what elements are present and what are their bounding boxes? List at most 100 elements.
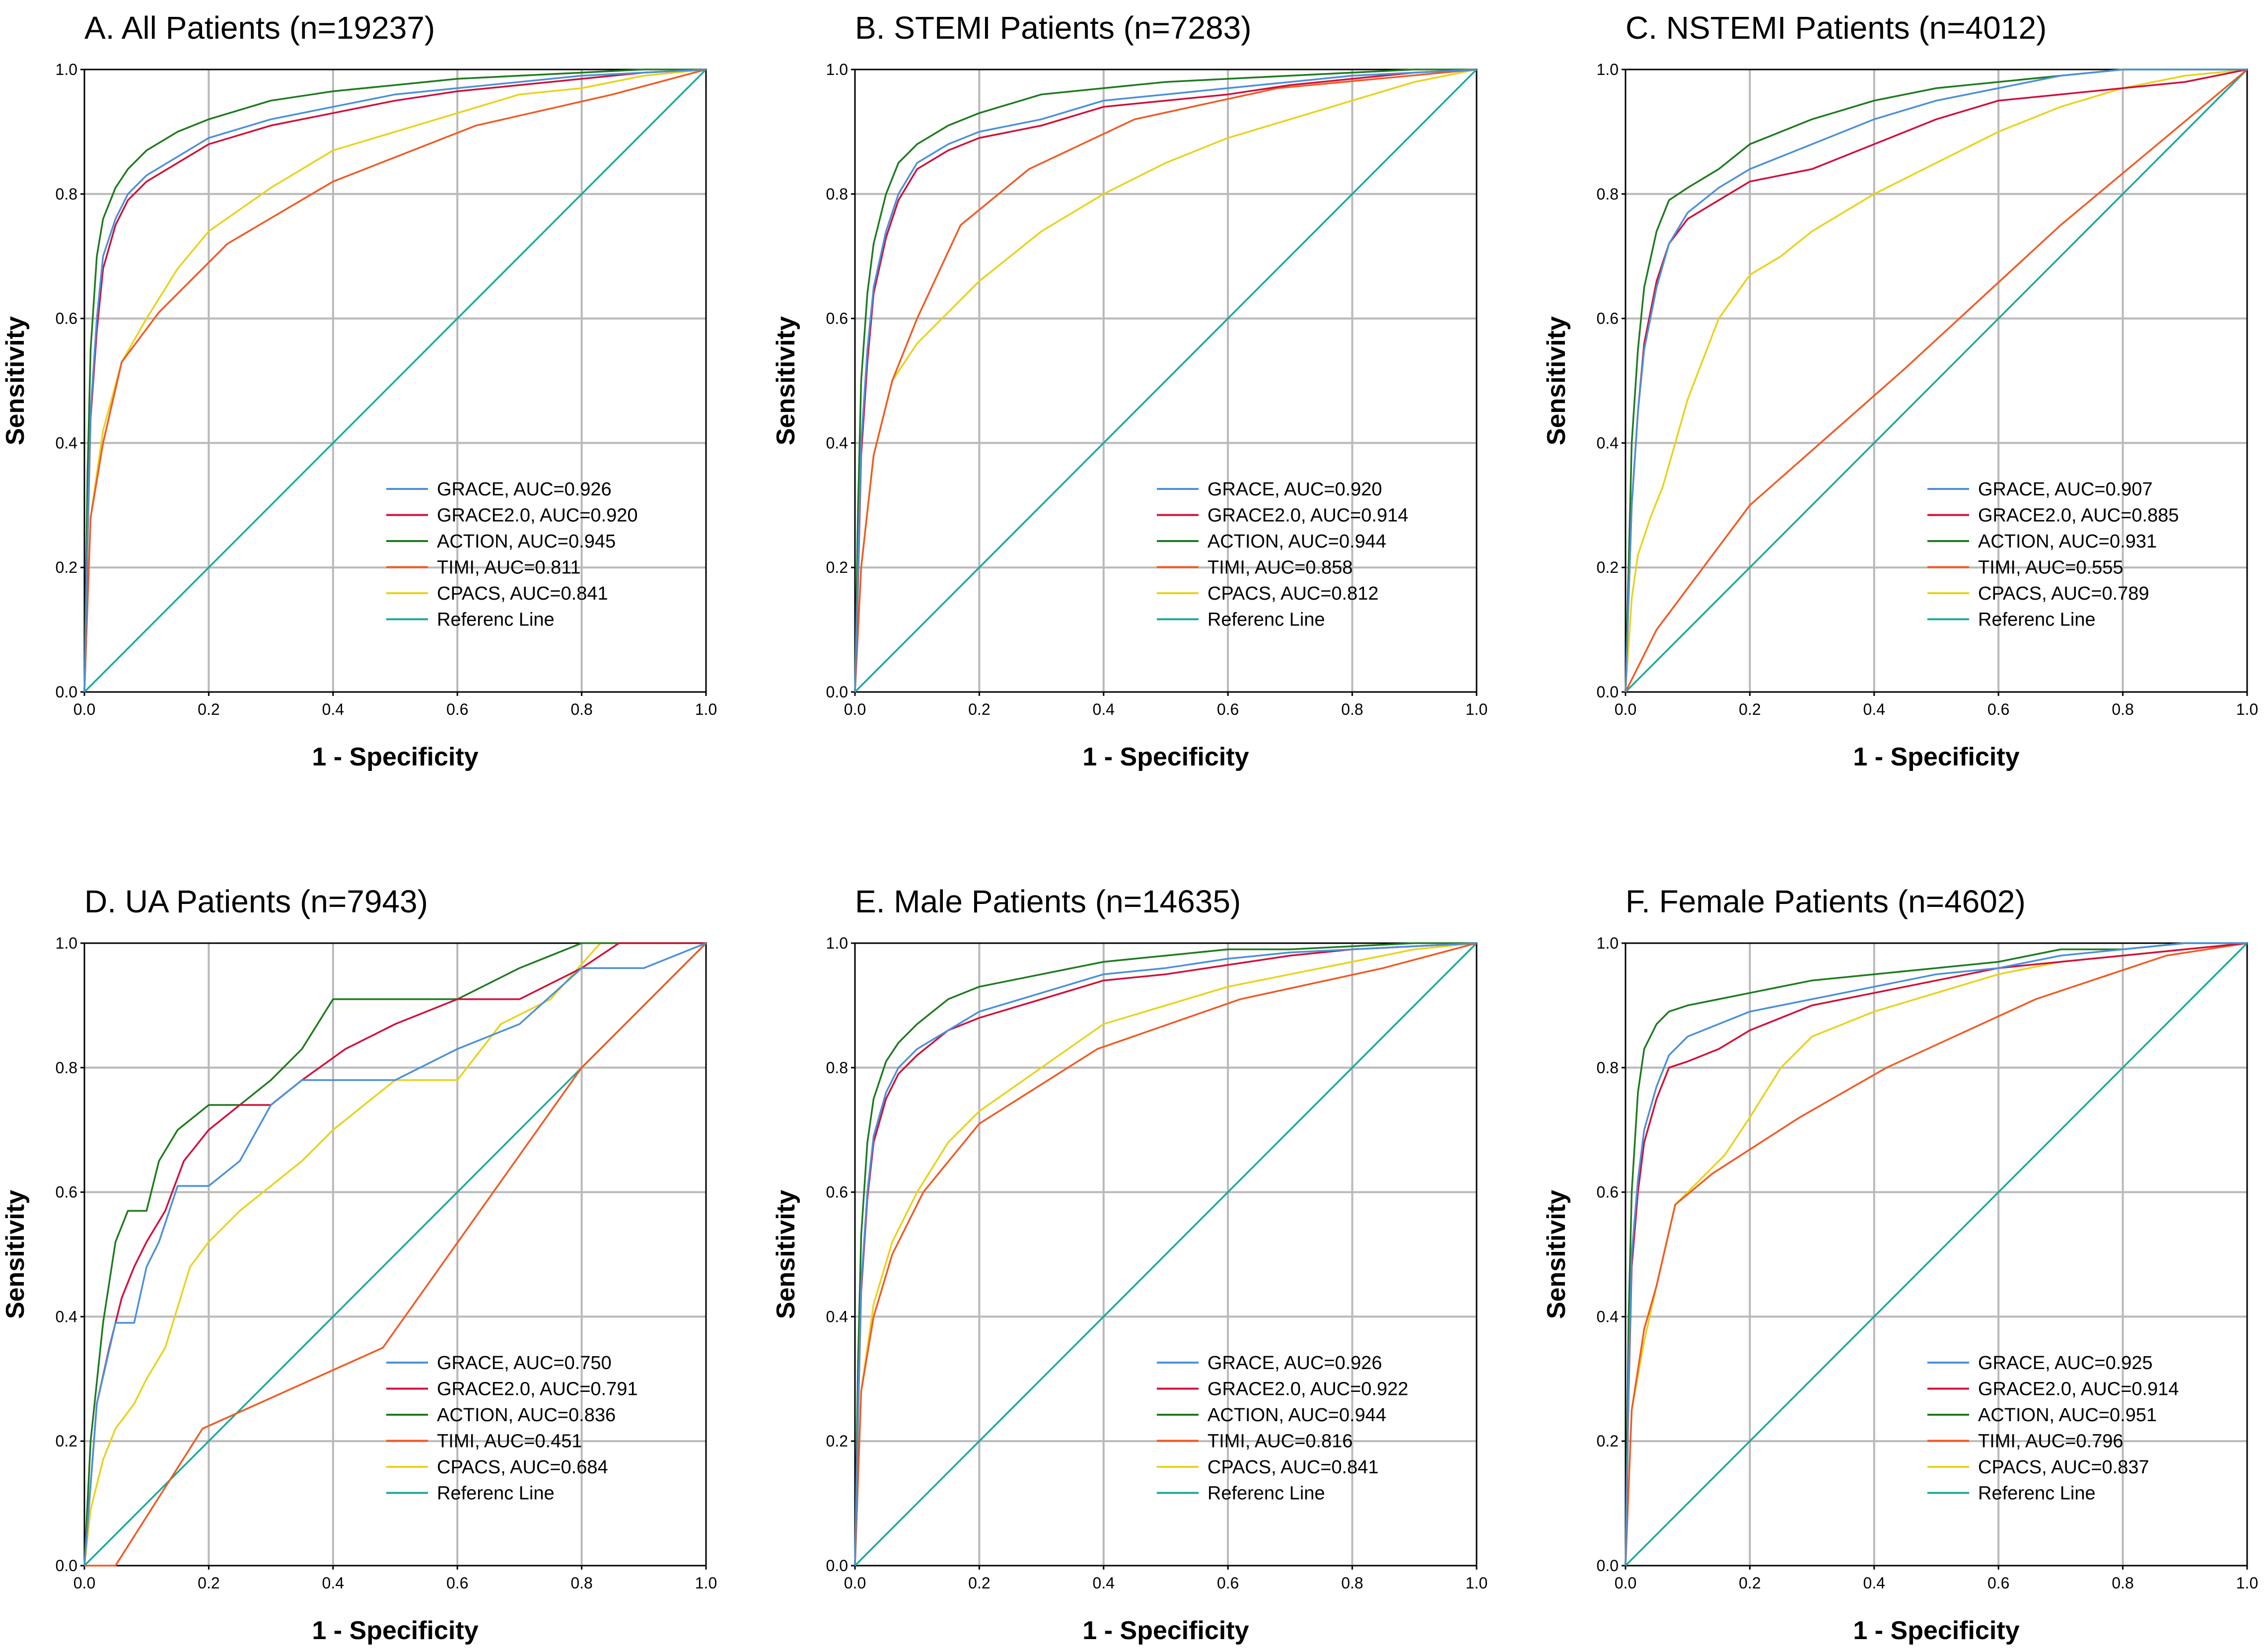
legend-entry: CPACS, AUC=0.789 (1978, 583, 2149, 604)
series-line (1625, 942, 2247, 1566)
legend-entry: GRACE2.0, AUC=0.791 (437, 1379, 638, 1400)
series-line (83, 69, 707, 692)
y-tick-label: 0.6 (826, 1183, 848, 1201)
legend-entry: GRACE2.0, AUC=0.885 (1978, 505, 2179, 526)
y-tick-label: 0.0 (56, 1557, 77, 1575)
x-tick-label: 0.6 (1217, 1574, 1239, 1592)
series-line (1625, 942, 2248, 1567)
series-line (854, 942, 1477, 1566)
legend-entry: CPACS, AUC=0.841 (437, 583, 608, 604)
x-tick-label: 0.8 (2112, 1574, 2133, 1592)
legend-entry: Referenc Line (437, 1483, 555, 1504)
legend-entry: ACTION, AUC=0.944 (1207, 1405, 1386, 1426)
x-tick-label: 0.6 (1217, 700, 1239, 718)
y-axis-title: Sensitivity (1, 1190, 30, 1319)
series-line (83, 69, 707, 693)
legend-entry: ACTION, AUC=0.931 (1978, 531, 2157, 552)
y-tick-label: 0.2 (826, 1432, 848, 1450)
x-axis-title: 1 - Specificity (1082, 743, 1249, 771)
legend-entry: GRACE, AUC=0.750 (437, 1353, 612, 1374)
x-tick-label: 0.0 (1615, 700, 1636, 718)
chart-panel-4: D. UA Patients (n=7943) 0.00.0 0.2 0.2 0.4 0.… (1, 884, 717, 1645)
series-line (83, 942, 707, 1566)
y-tick-label: 0.0 (1597, 1557, 1619, 1575)
x-tick-label: 0.2 (1739, 700, 1761, 718)
y-tick-label: 0.4 (1597, 1308, 1619, 1325)
legend-entry: TIMI, AUC=0.451 (437, 1431, 582, 1452)
y-axis-title: Sensitivity (1, 316, 30, 445)
legend-entry: TIMI, AUC=0.858 (1207, 557, 1353, 578)
legend-entry: ACTION, AUC=0.836 (437, 1405, 616, 1426)
legend-entry: ACTION, AUC=0.951 (1978, 1405, 2157, 1426)
y-axis-title: Sensitivity (772, 316, 800, 445)
legend-entry: GRACE2.0, AUC=0.914 (1207, 505, 1409, 526)
series-line (1625, 69, 2248, 692)
y-tick-label: 1.0 (56, 934, 77, 952)
x-axis-title: 1 - Specificity (1853, 743, 2019, 771)
x-tick-label: 1.0 (1466, 1574, 1487, 1592)
chart-panel-3: C. NSTEMI Patients (n=4012) 0.00.0 0.2 0.2 0… (1542, 10, 2258, 771)
x-tick-label: 0.0 (73, 1574, 95, 1592)
legend-entry: GRACE2.0, AUC=0.920 (437, 505, 638, 526)
plot-frame (854, 942, 1478, 1567)
y-tick-label: 0.8 (56, 1059, 77, 1077)
chart-panel-1: A. All Patients (n=19237) 0.00.0 0.2 0.2 0.4… (1, 10, 717, 771)
x-tick-label: 0.6 (1987, 1574, 2009, 1592)
y-tick-label: 0.6 (1597, 310, 1619, 328)
x-tick-label: 1.0 (695, 700, 717, 718)
x-tick-label: 0.8 (2112, 700, 2133, 718)
legend-entry: TIMI, AUC=0.816 (1207, 1431, 1353, 1452)
series-line (83, 69, 706, 692)
series-line (83, 942, 706, 1566)
y-axis-title: Sensitivity (1542, 1190, 1571, 1319)
series-line (1625, 69, 2248, 693)
legend-entry: ACTION, AUC=0.945 (437, 531, 616, 552)
legend-entry: GRACE, AUC=0.920 (1207, 479, 1382, 500)
y-tick-label: 0.0 (1597, 683, 1619, 701)
x-tick-label: 0.6 (446, 700, 468, 718)
y-tick-label: 0.4 (1597, 434, 1619, 452)
series-line (854, 69, 1477, 692)
series-line (854, 942, 1477, 1566)
y-tick-label: 0.6 (826, 310, 848, 328)
chart-panel-6: F. Female Patients (n=4602) 0.00.0 0.2 0.2 0… (1542, 884, 2258, 1645)
chart-title: C. NSTEMI Patients (n=4012) (1626, 10, 2047, 46)
series-line (854, 69, 1477, 692)
y-tick-label: 0.6 (1597, 1183, 1619, 1201)
series-line (854, 942, 1477, 1566)
y-tick-label: 0.8 (1597, 185, 1619, 203)
y-tick-label: 1.0 (1597, 934, 1619, 952)
y-tick-label: 0.4 (56, 1308, 77, 1325)
x-tick-label: 0.0 (1615, 1574, 1636, 1592)
x-tick-label: 0.0 (844, 700, 866, 718)
legend-entry: Referenc Line (1978, 610, 2096, 630)
x-axis-title: 1 - Specificity (312, 1616, 478, 1645)
series-line (1625, 69, 2248, 692)
legend-entry: Referenc Line (437, 610, 555, 630)
legend-entry: ACTION, AUC=0.944 (1207, 531, 1386, 552)
x-tick-label: 1.0 (2236, 700, 2258, 718)
chart-panel-5: E. Male Patients (n=14635) 0.00.0 0.2 0.2 0.… (772, 884, 1487, 1645)
legend-entry: GRACE, AUC=0.925 (1978, 1353, 2153, 1374)
legend-entry: TIMI, AUC=0.796 (1978, 1431, 2123, 1452)
series-line (83, 69, 707, 692)
y-axis-title: Sensitivity (1542, 316, 1571, 445)
legend-entry: CPACS, AUC=0.812 (1207, 583, 1379, 604)
y-tick-label: 0.8 (826, 1059, 848, 1077)
x-tick-label: 0.4 (1863, 700, 1885, 718)
legend-entry: GRACE, AUC=0.926 (437, 479, 612, 500)
x-tick-label: 0.2 (968, 700, 990, 718)
series-line (854, 69, 1478, 693)
legend-entry: GRACE, AUC=0.907 (1978, 479, 2153, 500)
chart-title: D. UA Patients (n=7943) (84, 884, 428, 919)
legend-entry: GRACE2.0, AUC=0.922 (1207, 1379, 1409, 1400)
y-tick-label: 0.4 (826, 1308, 848, 1325)
plot-frame (1625, 69, 2248, 693)
series-line (854, 69, 1477, 692)
x-tick-label: 0.8 (1341, 1574, 1363, 1592)
y-tick-label: 0.0 (826, 1557, 848, 1575)
y-tick-label: 0.6 (56, 310, 77, 328)
y-tick-label: 0.0 (826, 683, 848, 701)
x-tick-label: 0.4 (1093, 1574, 1115, 1592)
x-tick-label: 0.4 (322, 700, 344, 718)
